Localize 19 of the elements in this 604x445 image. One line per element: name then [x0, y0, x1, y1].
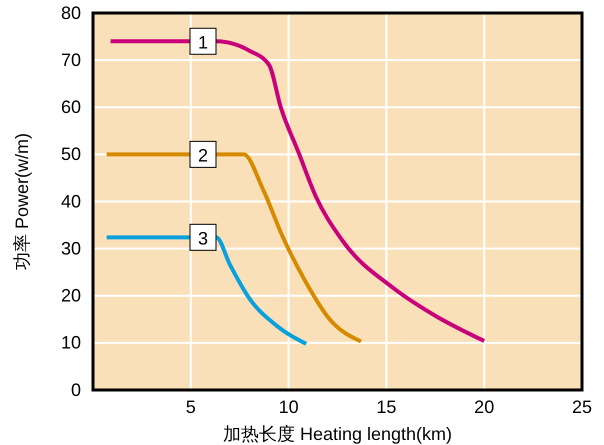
x-tick-label: 25: [572, 396, 592, 417]
x-tick-label: 5: [186, 396, 196, 417]
y-tick-label: 40: [60, 191, 81, 212]
y-tick-label: 30: [60, 238, 81, 258]
x-tick-label: 15: [376, 396, 396, 417]
series-label: 2: [198, 145, 208, 166]
y-tick-label: 80: [60, 2, 81, 23]
y-tick-label: 10: [60, 332, 81, 353]
x-axis-title: 加热长度 Heating length(km): [222, 424, 452, 444]
x-tick-label: 20: [474, 396, 494, 417]
y-tick-label: 70: [60, 50, 81, 70]
y-tick-label: 50: [60, 144, 81, 164]
x-tick-label: 10: [278, 396, 299, 417]
series-label: 1: [198, 32, 208, 52]
y-tick-label: 60: [60, 97, 81, 118]
series-label: 3: [198, 228, 208, 248]
y-tick-label: 0: [70, 380, 81, 400]
y-tick-label: 20: [60, 286, 81, 306]
y-axis-title: 功率 Power(w/m): [12, 132, 32, 270]
